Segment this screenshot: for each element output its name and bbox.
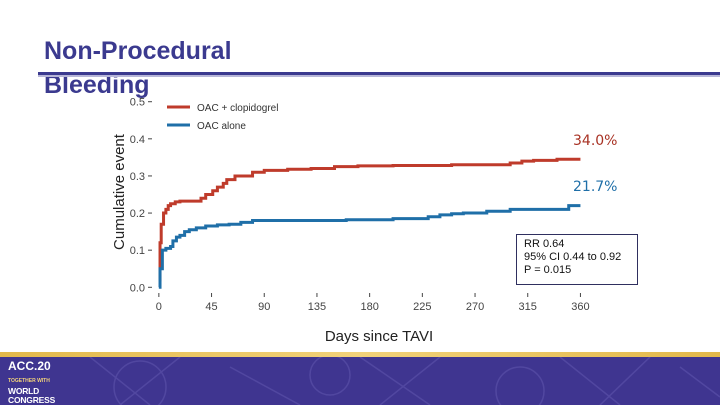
stats-ci: 95% CI 0.44 to 0.92	[524, 251, 622, 263]
annotation-alone-rate: 21.7%	[573, 179, 618, 195]
logo-line-1: WORLD CONGRESS	[8, 386, 56, 405]
x-tick-label: 135	[308, 301, 326, 313]
logo-together: TOGETHER WITH	[8, 378, 50, 384]
logo-acc: ACC.20	[8, 359, 51, 373]
logo-line-2: OF CARDIOLOGY	[8, 404, 78, 414]
x-axis-label: Days since TAVI	[325, 328, 433, 345]
title-rule	[38, 72, 720, 75]
km-chart: Cumulative event Days since TAVI 0 45 90 13…	[111, 97, 590, 345]
series-group	[158, 157, 581, 289]
footer-gold-stripe	[0, 352, 720, 357]
y-tick-label: 0.5	[130, 97, 145, 109]
acc-wcc-logo: ACC.20 TOGETHER WITH WORLD CONGRESS OF C…	[8, 359, 78, 414]
footer-pattern	[89, 357, 720, 405]
x-tick-label: 0	[156, 301, 162, 313]
axes: 0 45 90 135 180 225 270 315 360 0.0 0.1 0.2 0.3 0.4 0.…	[130, 97, 590, 313]
y-tick-label: 0.2	[130, 208, 145, 220]
footer-band	[0, 357, 720, 405]
legend-label: OAC alone	[197, 121, 246, 132]
x-tick-label: 270	[466, 301, 484, 313]
legend: OAC + clopidogrel OAC alone	[167, 103, 278, 132]
series-line-oac-alone	[158, 204, 581, 289]
x-tick-label: 225	[413, 301, 431, 313]
y-tick-label: 0.1	[130, 245, 145, 257]
y-tick-label: 0.3	[130, 171, 145, 183]
stats-box: RR 0.64 95% CI 0.44 to 0.92 P = 0.015	[516, 234, 638, 285]
x-tick-label: 180	[360, 301, 378, 313]
y-axis-title-group: Cumulative event	[111, 133, 128, 250]
x-tick-label: 315	[519, 301, 537, 313]
y-axis-label: Cumulative event	[111, 133, 128, 250]
x-tick-label: 90	[258, 301, 270, 313]
stats-p: P = 0.015	[524, 264, 572, 276]
x-tick-label: 360	[571, 301, 589, 313]
series-line-oac-clopidogrel	[158, 157, 581, 282]
title-rule-shadow	[38, 75, 720, 77]
stats-rr: RR 0.64	[524, 238, 565, 250]
y-tick-label: 0.4	[130, 134, 145, 146]
annotation-combo-rate: 34.0%	[573, 133, 618, 149]
y-tick-label: 0.0	[130, 282, 145, 294]
x-tick-label: 45	[205, 301, 217, 313]
legend-label: OAC + clopidogrel	[197, 103, 278, 114]
